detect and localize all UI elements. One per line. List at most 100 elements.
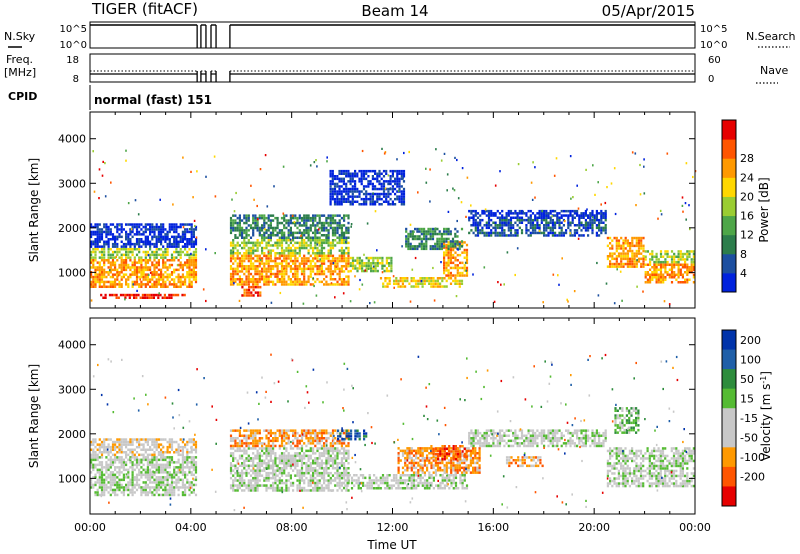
scatter-cell	[282, 165, 285, 168]
heatmap-cell	[125, 468, 128, 472]
heatmap-cell	[631, 249, 634, 253]
heatmap-cell	[243, 244, 246, 247]
heatmap-cell	[316, 224, 319, 227]
heatmap-cell	[162, 458, 165, 462]
heatmap-cell	[468, 209, 471, 213]
heatmap-cell	[298, 254, 301, 258]
heatmap-cell	[626, 265, 629, 268]
heatmap-cell	[265, 476, 268, 480]
heatmap-cell	[194, 240, 198, 243]
heatmap-cell	[684, 260, 687, 264]
heatmap-cell	[604, 212, 607, 215]
heatmap-cell	[236, 479, 239, 482]
heatmap-cell	[164, 493, 167, 497]
heatmap-cell	[252, 294, 255, 297]
heatmap-cell	[175, 225, 178, 229]
heatmap-cell	[427, 230, 430, 233]
heatmap-cell	[507, 209, 510, 213]
heatmap-cell	[378, 175, 381, 178]
heatmap-cell	[118, 458, 121, 462]
heatmap-cell	[365, 195, 368, 198]
scatter-cell	[315, 159, 317, 162]
heatmap-cell	[232, 481, 235, 485]
heatmap-cell	[267, 486, 270, 490]
heatmap-cell	[587, 229, 590, 232]
heatmap-cell	[111, 445, 115, 449]
heatmap-cell	[276, 257, 279, 260]
heatmap-cell	[236, 486, 239, 490]
heatmap-cell	[354, 172, 357, 175]
heatmap-cell	[402, 172, 406, 175]
heatmap-cell	[276, 216, 279, 220]
heatmap-cell	[96, 248, 99, 251]
heatmap-cell	[140, 473, 143, 477]
heatmap-cell	[140, 471, 143, 474]
heatmap-cell	[340, 278, 343, 281]
heatmap-cell	[164, 458, 167, 462]
heatmap-cell	[186, 453, 189, 457]
colorbar-swatch	[722, 234, 736, 255]
heatmap-cell	[181, 280, 184, 284]
heatmap-cell	[100, 266, 104, 269]
heatmap-cell	[496, 209, 499, 213]
heatmap-cell	[452, 274, 455, 277]
heatmap-cell	[149, 230, 152, 234]
heatmap-cell	[96, 488, 99, 492]
scatter-cell	[205, 248, 207, 251]
heatmap-cell	[334, 265, 337, 268]
heatmap-cell	[334, 219, 337, 222]
heatmap-cell	[194, 493, 198, 497]
heatmap-cell	[272, 234, 275, 237]
heatmap-cell	[485, 221, 488, 224]
heatmap-cell	[175, 242, 178, 246]
heatmap-cell	[166, 242, 169, 246]
heatmap-cell	[470, 224, 473, 227]
heatmap-cell	[184, 445, 187, 449]
scatter-cell	[193, 219, 196, 222]
heatmap-cell	[655, 252, 658, 256]
heatmap-cell	[164, 476, 167, 479]
heatmap-cell	[258, 234, 261, 237]
heatmap-cell	[157, 458, 160, 462]
heatmap-cell	[534, 231, 537, 235]
heatmap-cell	[190, 268, 193, 272]
heatmap-cell	[247, 481, 250, 485]
heatmap-cell	[507, 221, 510, 224]
heatmap-cell	[188, 468, 191, 472]
heatmap-cell	[149, 225, 152, 229]
heatmap-cell	[131, 461, 134, 464]
heatmap-cell	[289, 280, 292, 284]
heatmap-cell	[90, 481, 93, 484]
scatter-cell	[516, 247, 519, 250]
heatmap-cell	[142, 458, 145, 462]
heatmap-cell	[164, 248, 167, 251]
heatmap-cell	[445, 232, 448, 236]
y-tick-label: 2000	[58, 222, 86, 235]
heatmap-cell	[490, 234, 493, 237]
heatmap-cell	[414, 247, 417, 251]
heatmap-cell	[256, 249, 259, 252]
heatmap-cell	[107, 256, 110, 259]
heatmap-cell	[307, 229, 310, 232]
heatmap-cell	[179, 438, 182, 441]
heatmap-cell	[133, 271, 136, 274]
heatmap-cell	[138, 233, 141, 236]
heatmap-cell	[263, 275, 266, 278]
heatmap-cell	[527, 218, 530, 222]
heatmap-cell	[551, 218, 554, 222]
heatmap-cell	[243, 252, 246, 255]
heatmap-cell	[454, 235, 457, 238]
heatmap-cell	[298, 262, 301, 265]
heatmap-cell	[617, 239, 621, 242]
heatmap-cell	[261, 236, 264, 239]
heatmap-cell	[516, 218, 519, 222]
heatmap-cell	[362, 203, 366, 206]
heatmap-cell	[664, 268, 667, 271]
heatmap-cell	[188, 275, 191, 279]
heatmap-cell	[263, 267, 266, 271]
heatmap-cell	[414, 245, 417, 248]
heatmap-cell	[354, 264, 357, 268]
heatmap-cell	[164, 438, 167, 441]
heatmap-cell	[241, 259, 244, 263]
heatmap-cell	[487, 231, 491, 235]
